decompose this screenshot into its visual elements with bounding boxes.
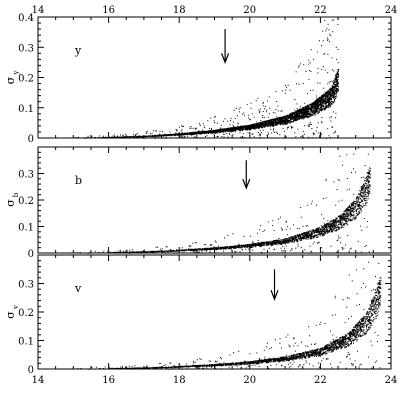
y-axis-subscript: v (12, 305, 20, 310)
y-tick-label-v: 0.1 (18, 337, 34, 348)
y-axis-subscript: y (12, 70, 20, 75)
y-tick-label-b: 0.1 (18, 223, 34, 234)
y-axis-label-b: σb (4, 192, 20, 207)
y-axis-sigma: σ (4, 76, 17, 84)
y-tick-label-v: 0.2 (18, 308, 34, 319)
arrow-head-y (221, 53, 230, 65)
y-axis-label-v: σv (4, 305, 20, 319)
x-tick-label-bottom: 22 (314, 375, 327, 386)
x-tick-label-top: 18 (173, 5, 186, 16)
y-tick-label-y: 0.2 (18, 74, 34, 85)
y-tick-label-b: 0 (28, 249, 34, 260)
arrow-head-b (242, 178, 251, 190)
arrow-head-v (270, 289, 279, 301)
y-tick-label-v: 0 (28, 365, 34, 376)
y-tick-label-y: 0.4 (18, 13, 34, 24)
y-tick-label-y: 0.1 (18, 104, 34, 115)
scatter-points-y (66, 19, 340, 139)
scatter-points-v (67, 261, 382, 370)
y-axis-label-y: σy (4, 70, 20, 84)
panel-frame-b (37, 146, 392, 254)
x-tick-label-top: 20 (243, 5, 256, 16)
x-tick-label-top: 24 (385, 5, 398, 16)
panel-frame-v (37, 254, 392, 370)
y-tick-label-v: 0.3 (18, 280, 34, 291)
x-tick-label-bottom: 16 (102, 375, 115, 386)
panel-label-y: y (74, 44, 82, 57)
x-tick-label-top: 16 (102, 5, 115, 16)
y-axis-subscript: b (12, 192, 20, 197)
x-tick-label-top: 14 (32, 5, 45, 16)
scatter-points-b (67, 147, 371, 254)
y-axis-sigma: σ (4, 199, 17, 207)
x-tick-label-bottom: 18 (173, 375, 186, 386)
x-tick-label-bottom: 14 (32, 375, 45, 386)
x-tick-label-bottom: 20 (243, 375, 256, 386)
panel-label-b: b (75, 174, 82, 187)
y-axis-sigma: σ (4, 311, 17, 319)
y-tick-label-b: 0.2 (18, 196, 34, 207)
x-tick-label-bottom: 24 (385, 375, 398, 386)
x-tick-label-top: 22 (314, 5, 327, 16)
panel-label-v: v (74, 282, 82, 295)
y-tick-label-y: 0 (28, 134, 34, 145)
y-tick-label-y: 0.3 (18, 43, 34, 54)
y-tick-label-b: 0.3 (18, 170, 34, 181)
